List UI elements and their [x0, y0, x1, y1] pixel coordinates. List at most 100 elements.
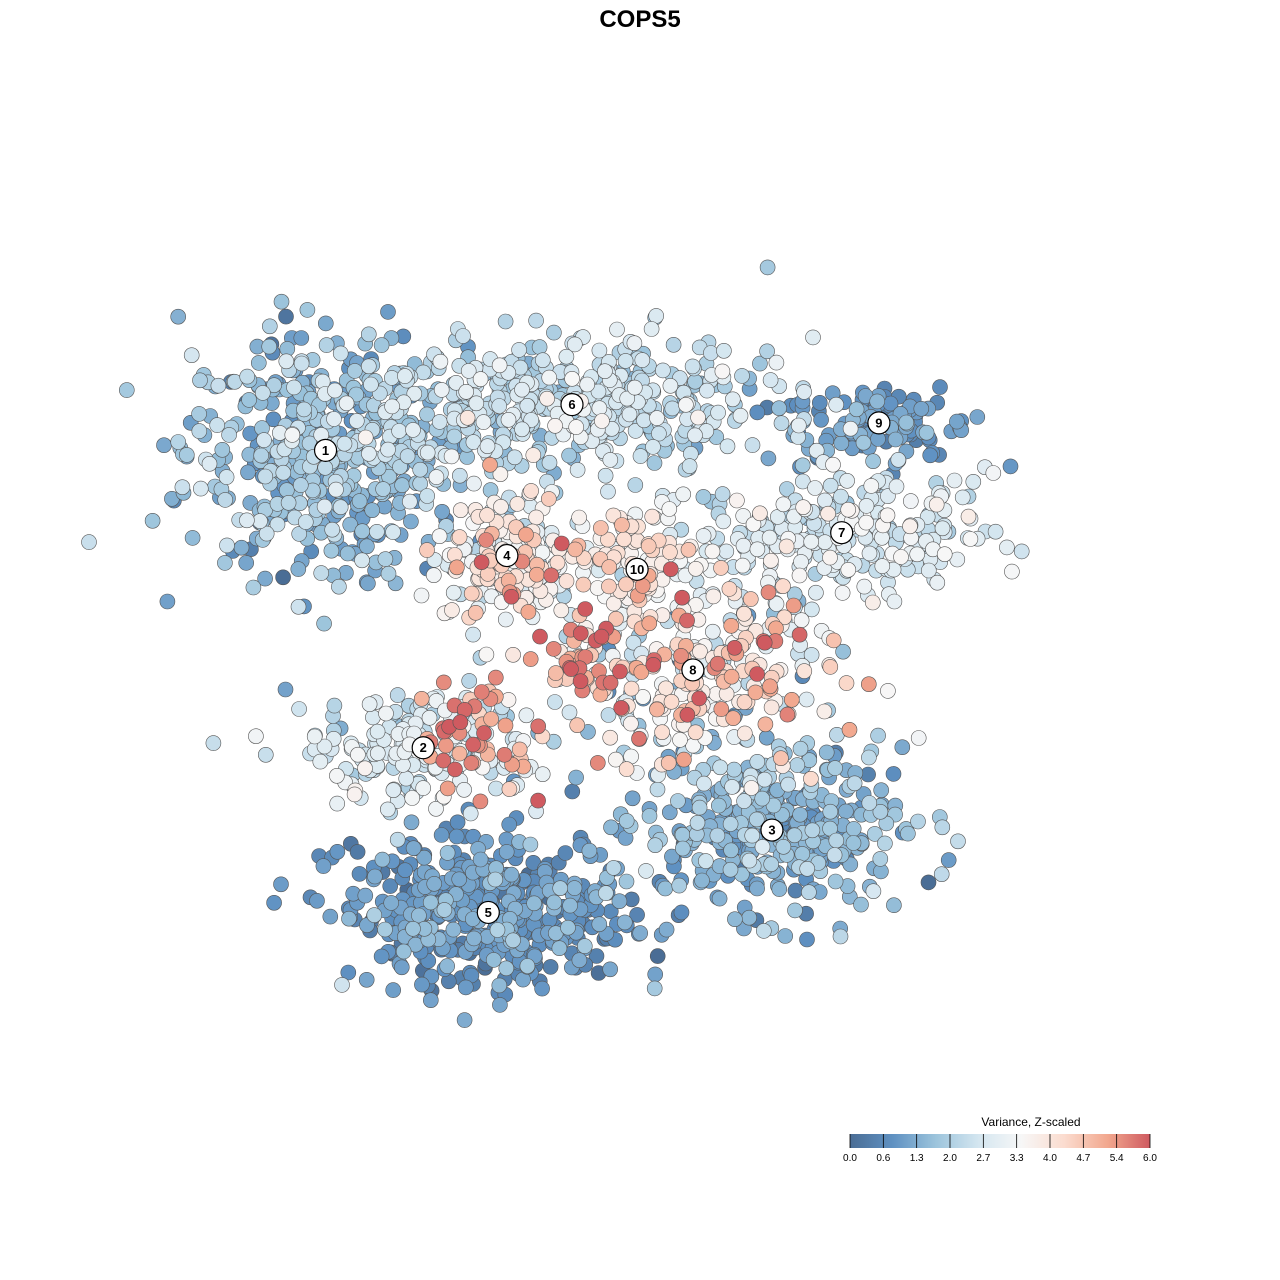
- data-point: [309, 892, 325, 909]
- data-point: [619, 390, 636, 407]
- data-point: [664, 848, 680, 865]
- data-point: [969, 409, 986, 425]
- data-point: [360, 358, 377, 375]
- data-point: [561, 447, 577, 464]
- data-point: [662, 377, 679, 394]
- data-point: [428, 469, 445, 485]
- data-point: [762, 678, 778, 695]
- data-point: [621, 406, 638, 423]
- data-point: [144, 512, 161, 529]
- data-point: [722, 816, 739, 832]
- data-point: [600, 531, 616, 548]
- data-point: [822, 803, 839, 820]
- data-point: [734, 368, 750, 384]
- data-point: [723, 668, 740, 685]
- data-point: [539, 390, 555, 407]
- data-point: [257, 746, 274, 763]
- data-point: [779, 706, 796, 723]
- data-point: [384, 398, 400, 415]
- data-point: [861, 795, 878, 811]
- data-point: [252, 513, 268, 529]
- data-point: [749, 880, 765, 897]
- data-point: [761, 529, 778, 546]
- data-point: [351, 866, 368, 882]
- data-point: [446, 428, 463, 445]
- data-point: [329, 795, 346, 812]
- cluster-label-2: 2: [411, 736, 435, 760]
- data-point: [476, 725, 492, 741]
- data-point: [638, 863, 654, 879]
- data-point: [681, 458, 698, 474]
- data-point: [676, 751, 692, 768]
- data-point: [329, 767, 345, 784]
- data-point: [257, 570, 273, 587]
- data-point: [713, 560, 729, 576]
- data-point: [373, 948, 390, 965]
- data-point: [461, 673, 478, 689]
- data-point: [877, 835, 893, 852]
- data-point: [786, 827, 803, 844]
- data-point: [894, 739, 911, 756]
- data-point: [634, 352, 651, 368]
- data-point: [435, 674, 452, 691]
- legend-tick-label: 6.0: [1143, 1153, 1157, 1164]
- data-point: [765, 797, 782, 814]
- data-point: [709, 827, 726, 844]
- data-point: [358, 971, 375, 988]
- data-point: [269, 516, 286, 533]
- data-point: [326, 411, 342, 427]
- data-point: [482, 456, 498, 473]
- data-point: [846, 775, 863, 792]
- cluster-label-badge: [830, 521, 854, 545]
- data-point: [456, 1012, 473, 1028]
- data-point: [946, 472, 963, 489]
- data-point: [752, 505, 768, 522]
- data-point: [428, 800, 444, 817]
- data-point: [472, 371, 489, 387]
- data-point: [265, 411, 282, 428]
- data-point: [214, 441, 231, 458]
- data-point: [594, 413, 610, 429]
- data-point: [661, 804, 678, 821]
- data-point: [649, 781, 666, 798]
- data-point: [601, 578, 617, 595]
- data-point: [406, 385, 423, 402]
- data-point: [322, 908, 339, 925]
- data-point: [451, 529, 468, 545]
- data-point: [822, 477, 839, 494]
- data-point: [174, 479, 191, 496]
- data-point: [241, 392, 257, 408]
- data-point: [472, 793, 489, 810]
- data-point: [571, 952, 588, 969]
- data-point: [818, 744, 835, 761]
- data-point: [902, 493, 919, 509]
- data-point: [626, 335, 643, 352]
- data-point: [233, 539, 250, 556]
- data-point: [369, 745, 386, 762]
- data-point: [248, 728, 264, 745]
- data-point: [754, 790, 771, 807]
- legend-tick-label: 0.0: [843, 1153, 857, 1164]
- data-point: [825, 456, 841, 473]
- data-point: [608, 610, 624, 627]
- data-point: [791, 626, 808, 643]
- data-point: [491, 398, 508, 414]
- data-point: [497, 717, 514, 734]
- data-point: [545, 641, 562, 657]
- data-point: [794, 846, 811, 862]
- data-point: [872, 851, 889, 867]
- data-point: [756, 771, 773, 788]
- data-point: [475, 414, 492, 430]
- data-point: [375, 481, 391, 497]
- data-point: [119, 382, 135, 398]
- data-point: [567, 541, 584, 558]
- data-point: [647, 966, 664, 983]
- data-point: [323, 542, 340, 559]
- data-point: [361, 696, 378, 713]
- data-point: [675, 486, 692, 503]
- data-point: [465, 626, 481, 643]
- data-point: [445, 584, 462, 601]
- data-point: [422, 894, 439, 911]
- cluster-label-4: 4: [495, 543, 519, 568]
- data-point: [346, 363, 363, 379]
